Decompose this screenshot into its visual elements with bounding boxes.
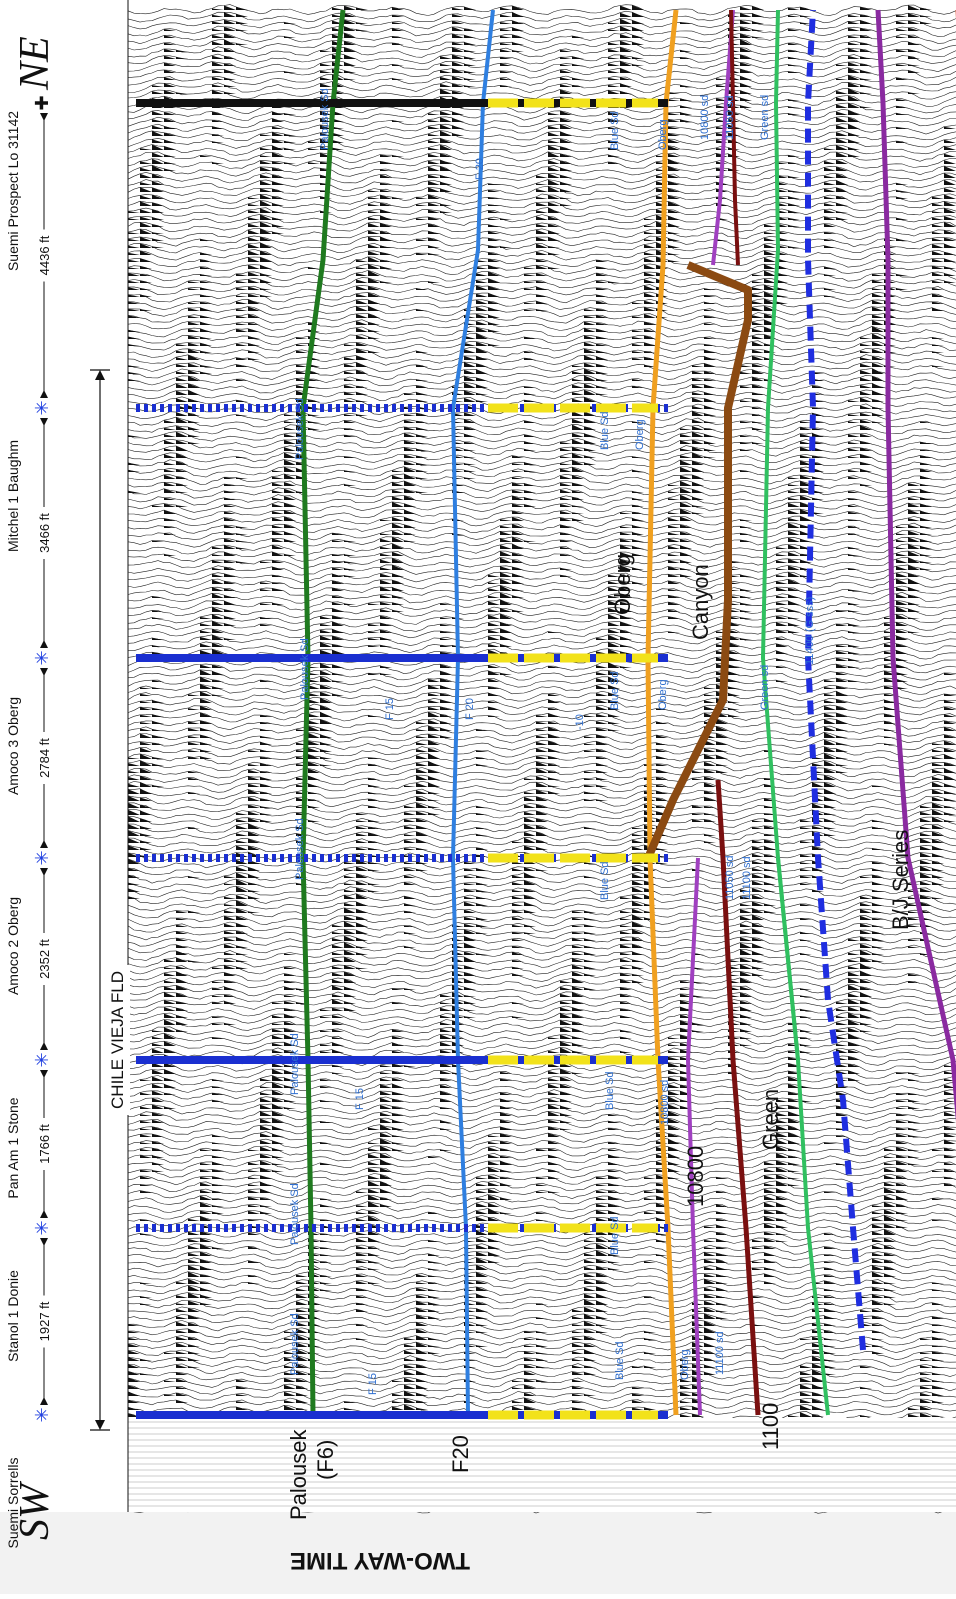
- well-top-label: Palousek Sd: [299, 638, 311, 700]
- horizon-label: F20: [448, 1435, 473, 1473]
- well-name-6: Suemi Prospect Lo 31142: [5, 111, 21, 271]
- well-top-label: Palousek Sd: [289, 1183, 301, 1245]
- well-top-label: Oberg: [679, 1349, 691, 1380]
- horizon-label: Oberg: [610, 554, 635, 615]
- spacing-label: 2352 ft: [37, 939, 52, 979]
- horizon-label: Green: [758, 1089, 783, 1150]
- horizon-label: B/J Series: [888, 830, 913, 930]
- well-top-label: -10: [574, 714, 586, 730]
- horizon-label: Palousek: [286, 1428, 311, 1520]
- well-top-label: 11050 sd: [724, 96, 736, 140]
- well-name-0: Suemi Sorrells: [5, 1457, 21, 1548]
- well-top-label: 11100 sd: [714, 1331, 726, 1375]
- well-name-4: Amoco 3 Oberg: [5, 697, 21, 795]
- well-top-label: Palousek Sd: [289, 1033, 301, 1095]
- well-top-label: Blue Sd: [609, 1216, 621, 1255]
- well-top-label: Oberg: [657, 679, 669, 710]
- ne-corner-label: NE: [12, 36, 58, 91]
- horizon-1100-ne: [729, 9, 740, 266]
- horizon-green-ext: [776, 857, 800, 1061]
- two-way-time-label: TWO-WAY TIME: [290, 1547, 470, 1574]
- horizon-11400-sand: [804, 9, 866, 1351]
- horizon-canyon: [644, 261, 752, 860]
- well-top-label: Palousek Sd: [294, 818, 306, 880]
- axis-strip: [0, 1512, 956, 1594]
- well-top-label: 11400 (G sss): [804, 597, 816, 665]
- well-top-label: Blue Sd: [614, 1341, 626, 1380]
- well-top-label: F 20: [474, 158, 486, 180]
- well-top-label: Blue Sd: [599, 411, 611, 450]
- well-top-label: Blue Sd: [609, 671, 621, 710]
- well-symbol-icon: ✳: [32, 1407, 52, 1422]
- well-symbol-icon: ✳: [32, 650, 52, 665]
- well-top-label: 11050 sd: [724, 856, 736, 900]
- sw-corner-label: SW: [12, 1480, 58, 1540]
- well-top-label: Blue Sd: [599, 861, 611, 900]
- horizon-labels: Palousek (F6) F20 1100 Oberg Canyon 10800 Green…: [286, 554, 913, 1520]
- well-top-label: 10800 sd: [659, 1080, 671, 1125]
- spacing-label: 4436 ft: [37, 235, 52, 275]
- well-symbol-icon: ✳: [32, 850, 52, 865]
- well-top-label: Palousek Sd: [289, 1313, 301, 1375]
- well-top-label: F 20: [464, 698, 476, 720]
- well-symbol-icon: ✳: [32, 1220, 52, 1235]
- seismic-traces: [127, 4, 956, 1514]
- well-name-1: Stanol 1 Donie: [5, 1270, 21, 1362]
- horizon-10800: [686, 857, 702, 1416]
- well-name-5: Mitchel 1 Baughm: [5, 440, 21, 552]
- well-name-2: Pan Am 1 Stone: [5, 1097, 21, 1198]
- well-top-label: Blue Sd: [604, 1071, 616, 1110]
- well-top-label: Green sd: [759, 665, 771, 710]
- well-top-label: Palousek Sd: [294, 398, 306, 460]
- well-top-label: Oberg: [634, 419, 646, 450]
- horizon-label: 1100: [758, 1403, 783, 1450]
- spacing-label: 1766 ft: [37, 1124, 52, 1164]
- horizon-10800-ne: [711, 9, 735, 266]
- horizon-green: [761, 9, 830, 1416]
- well-name-3: Amoco 2 Oberg: [5, 897, 21, 995]
- horizon-label: (F6): [313, 1440, 338, 1480]
- well-symbol-icon: ✳: [32, 1052, 52, 1067]
- spacing-label: 1927 ft: [37, 1301, 52, 1341]
- horizon-b-j-series: [875, 9, 956, 1122]
- well-tops: Palousek Sd F 15 Blue Sd Oberg 11100 sd Palou…: [289, 88, 816, 1395]
- field-label: CHILE VIEJA FLD: [108, 971, 127, 1109]
- well-top-label: 10800 sd: [699, 95, 711, 140]
- well-header: Suemi Sorrells ✳ Stanol 1 Donie ✳ Pan Am 1 S…: [0, 0, 130, 1549]
- well-top-label: F 15: [384, 698, 396, 720]
- horizon-label: 10800: [683, 1146, 708, 1207]
- well-top-label: Palousek Sd: [319, 88, 331, 150]
- trace-lines: [127, 4, 956, 1514]
- well-symbol-icon: ✳: [32, 400, 52, 415]
- well-top-label: Oberg: [657, 119, 669, 150]
- well-symbol-icon: ✚: [32, 95, 52, 110]
- well-top-label: Blue Sd: [609, 111, 621, 150]
- well-top-label: F 15: [354, 1088, 366, 1110]
- horizon-label: Canyon: [688, 564, 713, 640]
- horizon-1100: [715, 779, 761, 1416]
- spacing-label: 3466 ft: [37, 513, 52, 553]
- spacing-label: 2784 ft: [37, 738, 52, 778]
- well-top-label: 11100 sd: [741, 856, 753, 900]
- well-top-label: F 15: [367, 1373, 379, 1395]
- wells: [136, 98, 668, 1420]
- well-top-label: Green sd: [759, 95, 771, 140]
